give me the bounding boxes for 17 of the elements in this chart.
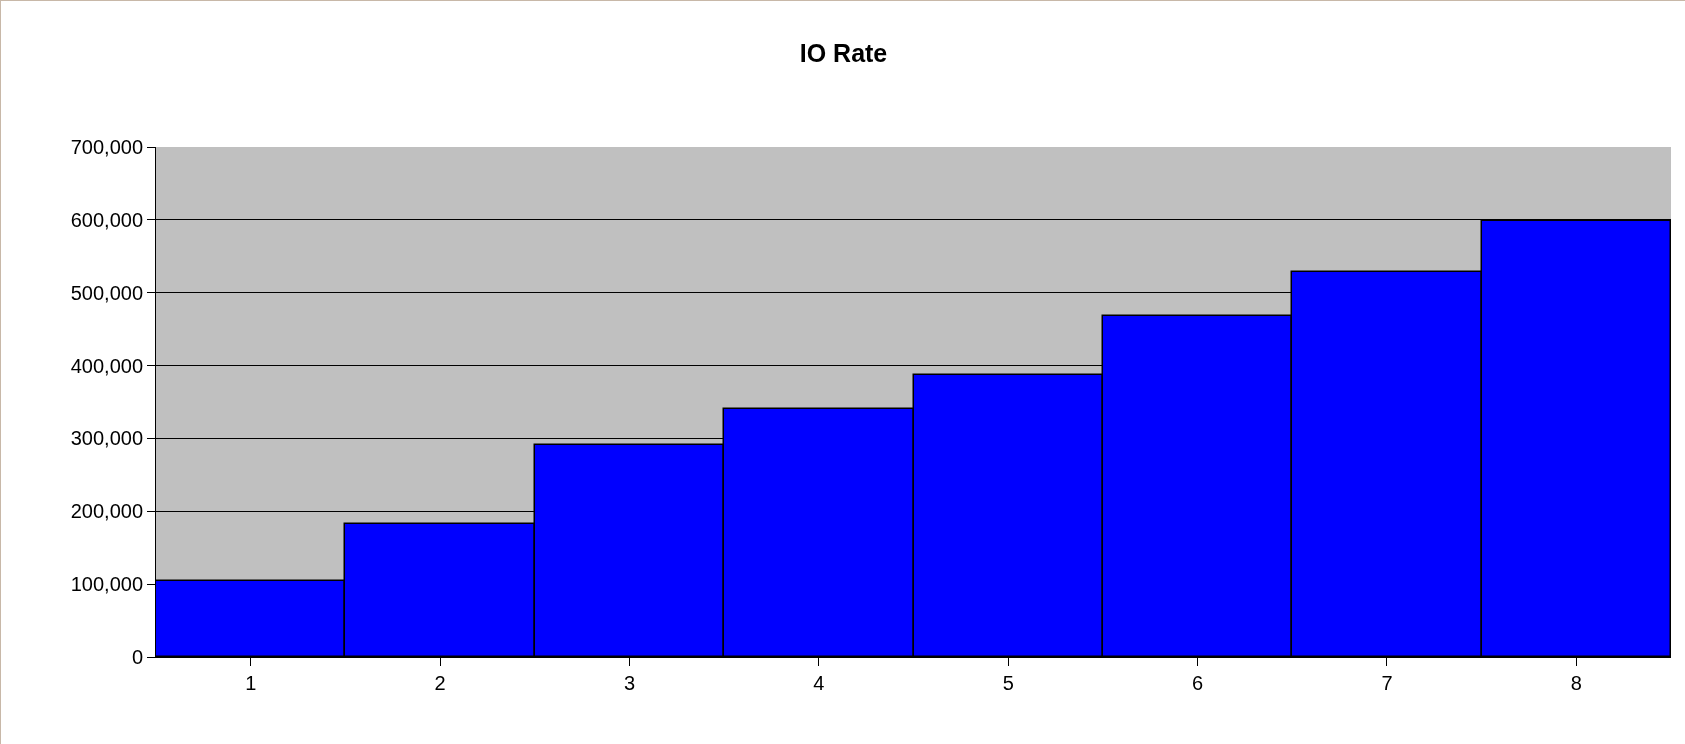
y-tick-label: 300,000 [70,427,143,450]
x-tick-label: 8 [1570,672,1582,694]
y-tick-label: 400,000 [70,354,143,377]
y-tick-label: 100,000 [70,573,143,596]
x-tick-label: 7 [1381,672,1393,694]
y-tick-label: 0 [131,646,143,668]
y-tick-label: 500,000 [70,281,143,304]
x-tick-label: 2 [434,672,446,694]
y-tick-label: 700,000 [70,136,143,158]
x-tick-label: 5 [1002,672,1014,694]
x-tick-label: 4 [813,672,825,694]
x-tick-label: 3 [623,672,635,694]
y-tick-label: 600,000 [70,208,143,231]
y-tick-label: 200,000 [70,500,143,523]
x-tick-label: 6 [1192,672,1204,694]
x-tick-label: 1 [245,672,257,694]
chart-title: IO Rate [799,38,888,67]
